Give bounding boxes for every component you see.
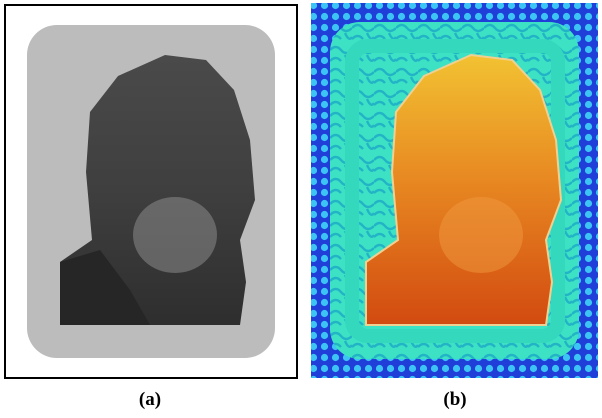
- caption-a: (a): [139, 389, 161, 410]
- figure: (a) (b): [0, 0, 602, 418]
- panel-a: [5, 5, 297, 378]
- caption-b: (b): [443, 389, 466, 410]
- page: {"panels": [{"label": "(a)"}, {"label": …: [0, 0, 602, 418]
- beard: [439, 197, 523, 273]
- beard: [133, 197, 217, 273]
- panel-b: [311, 3, 598, 378]
